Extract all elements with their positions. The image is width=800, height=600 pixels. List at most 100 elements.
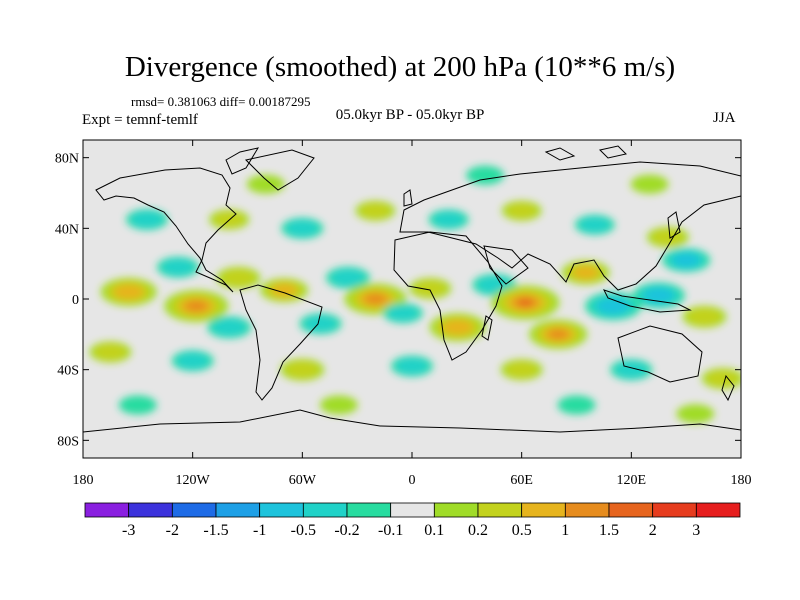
anomaly-39-level-0 <box>246 174 285 194</box>
anomaly-17-level-2 <box>644 288 674 303</box>
y-tick-label: 40S <box>57 364 79 379</box>
colorbar-label: 0.5 <box>512 522 532 539</box>
anomaly-22-level-1 <box>505 202 538 219</box>
colorbar-box-1 <box>128 502 173 518</box>
colorbar-box-3 <box>215 502 261 518</box>
colorbar-label: 1 <box>561 522 569 539</box>
colorbar-box-7 <box>390 502 435 518</box>
anomaly-20-level-1 <box>651 228 685 246</box>
anomaly-3-level-1 <box>161 258 195 276</box>
anomaly-19-level-1 <box>686 307 723 326</box>
anomaly-4-level-1 <box>220 269 256 287</box>
x-axis: 180 120W 60W 0 60E 120E 180 <box>73 140 752 488</box>
colorbar-label: -0.2 <box>334 522 359 539</box>
anomaly-41-level-0 <box>630 174 669 194</box>
anomaly-25-level-1 <box>285 219 320 237</box>
colorbar-box-9 <box>477 502 523 518</box>
anomaly-30-level-1 <box>284 360 320 379</box>
anomaly-1-level-3 <box>185 300 208 312</box>
coastline-japan <box>667 211 681 239</box>
divergence-field <box>89 165 741 424</box>
y-tick-label: 40N <box>55 222 79 237</box>
anomaly-31-level-1 <box>395 357 429 375</box>
chart-title: Divergence (smoothed) at 200 hPa (10**6 … <box>124 51 676 83</box>
colorbar-label: -2 <box>166 522 179 539</box>
coastline-australia <box>617 325 703 383</box>
anomaly-32-level-1 <box>504 361 539 379</box>
anomaly-16-level-2 <box>597 298 629 314</box>
colorbar-box-13 <box>652 502 697 518</box>
x-tick-label: 180 <box>731 473 752 488</box>
y-tick-label: 0 <box>72 293 79 308</box>
colorbar-box-0 <box>84 502 130 518</box>
period-label: 05.0kyr BP - 05.0kyr BP <box>335 107 485 123</box>
x-tick-label: 60W <box>289 473 317 488</box>
anomaly-33-level-1 <box>614 361 649 379</box>
anomaly-9-level-1 <box>386 305 419 322</box>
coastline-eurasia <box>399 161 741 291</box>
colorbar-box-14 <box>695 502 741 518</box>
colorbar-label: -0.1 <box>378 522 403 539</box>
colorbar-label: 0.2 <box>468 522 488 539</box>
experiment-label: Expt = temnf-temlf <box>82 112 198 128</box>
coastlines <box>83 145 741 433</box>
anomaly-24-level-1 <box>359 202 392 219</box>
coastline-indonesia <box>603 289 692 313</box>
x-tick-label: 180 <box>73 473 94 488</box>
anomaly-6-level-1 <box>303 315 338 333</box>
anomaly-40-level-0 <box>466 165 505 185</box>
colorbar-label: 2 <box>649 522 657 539</box>
coastline-greenland <box>244 149 315 191</box>
colorbar-label: -1.5 <box>203 522 228 539</box>
y-axis: 80N 40N 0 40S 80S <box>55 152 741 449</box>
anomaly-34-level-1 <box>705 370 740 387</box>
anomaly-29-level-1 <box>175 352 210 370</box>
colorbar-label: 3 <box>692 522 700 539</box>
anomaly-8-level-3 <box>364 293 387 305</box>
anomaly-27-level-1 <box>130 211 164 228</box>
anomaly-35-level-0 <box>118 395 157 415</box>
anomaly-0-level-2 <box>113 284 145 300</box>
y-tick-label: 80S <box>57 434 79 449</box>
colorbar-label: -0.5 <box>291 522 316 539</box>
coastline-north-america <box>95 167 237 293</box>
colorbar-box-10 <box>521 502 566 518</box>
coastline-madagascar <box>481 315 493 341</box>
colorbar-box-4 <box>259 502 304 518</box>
coastline-arctic-islands <box>225 145 627 175</box>
x-tick-label: 0 <box>409 473 416 488</box>
colorbar: -3 -2 -1.5 -1 -0.5 -0.2 -0.1 0.1 0.2 0.5 1 1.5 2 3 <box>84 502 741 539</box>
anomaly-28-level-1 <box>93 343 128 361</box>
anomaly-37-level-0 <box>557 395 596 415</box>
y-tick-label: 80N <box>55 152 79 167</box>
coastline-south-america <box>239 284 323 401</box>
anomaly-36-level-0 <box>319 395 358 415</box>
anomaly-11-level-2 <box>442 319 474 335</box>
colorbar-box-12 <box>608 502 654 518</box>
anomaly-7-level-1 <box>330 269 366 287</box>
x-tick-label: 120W <box>176 473 211 488</box>
colorbar-box-8 <box>433 502 479 518</box>
season-label: JJA <box>713 110 736 126</box>
colorbar-box-5 <box>302 502 348 518</box>
anomaly-23-level-1 <box>432 211 465 228</box>
colorbar-box-2 <box>171 502 217 518</box>
anomaly-14-level-3 <box>548 329 569 340</box>
coastline-arabia <box>483 245 529 285</box>
anomaly-10-level-1 <box>413 280 448 297</box>
coastline-africa <box>393 231 503 361</box>
colorbar-label: -1 <box>253 522 266 539</box>
colorbar-box-6 <box>346 502 392 518</box>
coastline-new-zealand <box>721 374 735 402</box>
anomaly-13-level-4 <box>518 299 533 306</box>
anomaly-18-level-2 <box>673 253 700 267</box>
anomaly-2-level-1 <box>211 318 247 337</box>
stats-label: rmsd= 0.381063 diff= 0.00187295 <box>131 94 311 109</box>
anomaly-38-level-0 <box>676 404 715 424</box>
x-tick-label: 60E <box>510 473 533 488</box>
coastline-uk <box>403 189 413 207</box>
colorbar-box-11 <box>564 502 610 518</box>
colorbar-label: -3 <box>122 522 135 539</box>
coastline-antarctica <box>83 409 741 433</box>
